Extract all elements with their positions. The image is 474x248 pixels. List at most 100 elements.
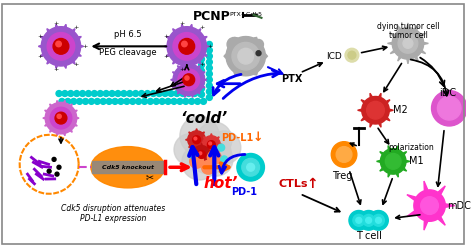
Circle shape: [136, 98, 142, 104]
Circle shape: [421, 197, 438, 215]
Polygon shape: [43, 100, 79, 136]
Circle shape: [207, 53, 212, 59]
Circle shape: [199, 38, 204, 44]
Circle shape: [256, 51, 261, 56]
Circle shape: [336, 147, 352, 162]
Circle shape: [199, 44, 204, 50]
Polygon shape: [171, 62, 207, 97]
Circle shape: [106, 98, 112, 104]
Circle shape: [182, 41, 187, 47]
Circle shape: [77, 98, 82, 104]
Circle shape: [174, 134, 205, 165]
Text: PD-L1: PD-L1: [221, 133, 254, 143]
Circle shape: [186, 91, 191, 96]
Circle shape: [348, 51, 356, 59]
Polygon shape: [164, 24, 210, 68]
Text: M2: M2: [393, 105, 408, 115]
Text: PTX+Cdk5: PTX+Cdk5: [229, 12, 262, 17]
Text: mDC: mDC: [447, 201, 471, 211]
Circle shape: [183, 98, 189, 104]
Polygon shape: [185, 129, 208, 151]
Circle shape: [180, 116, 219, 155]
Circle shape: [68, 91, 74, 96]
Text: PTX: PTX: [281, 74, 302, 84]
Circle shape: [363, 215, 374, 226]
Circle shape: [159, 98, 165, 104]
Circle shape: [199, 68, 204, 74]
Circle shape: [91, 91, 97, 96]
Circle shape: [56, 91, 62, 96]
Circle shape: [55, 172, 59, 176]
Circle shape: [82, 98, 89, 104]
Text: polarization: polarization: [388, 143, 434, 152]
Circle shape: [369, 211, 388, 230]
Circle shape: [199, 86, 204, 92]
Circle shape: [191, 91, 198, 96]
Text: ‘cold’: ‘cold’: [180, 111, 227, 125]
Text: PD-L1 expression: PD-L1 expression: [80, 214, 146, 223]
Circle shape: [194, 137, 197, 140]
Text: ↓: ↓: [252, 131, 263, 144]
Circle shape: [431, 91, 467, 126]
Circle shape: [142, 98, 147, 104]
Circle shape: [218, 144, 225, 151]
Circle shape: [103, 91, 109, 96]
Circle shape: [97, 91, 103, 96]
Circle shape: [199, 74, 204, 80]
Circle shape: [80, 91, 85, 96]
Circle shape: [85, 91, 91, 96]
Circle shape: [55, 112, 67, 124]
Circle shape: [156, 91, 162, 96]
Text: Cdk5 knockout: Cdk5 knockout: [102, 165, 154, 170]
Circle shape: [198, 151, 205, 158]
Circle shape: [207, 83, 212, 89]
Circle shape: [385, 154, 401, 169]
Circle shape: [207, 77, 212, 83]
Circle shape: [178, 69, 200, 91]
Circle shape: [57, 114, 61, 118]
Circle shape: [121, 91, 127, 96]
Circle shape: [182, 145, 217, 180]
Circle shape: [50, 107, 72, 129]
Text: hot’: hot’: [204, 177, 238, 191]
Circle shape: [124, 98, 130, 104]
Circle shape: [115, 91, 121, 96]
Circle shape: [199, 80, 204, 86]
Text: +: +: [199, 62, 204, 67]
Text: ICD: ICD: [326, 52, 342, 61]
Circle shape: [192, 136, 201, 144]
Circle shape: [183, 74, 195, 86]
Circle shape: [207, 65, 212, 71]
Circle shape: [174, 91, 180, 96]
Circle shape: [375, 217, 382, 223]
Circle shape: [47, 169, 51, 173]
Text: Cdk5 disruption attenuates: Cdk5 disruption attenuates: [61, 204, 165, 213]
Circle shape: [56, 41, 61, 47]
Circle shape: [118, 98, 124, 104]
Polygon shape: [357, 93, 393, 127]
Text: +: +: [82, 44, 87, 49]
Circle shape: [201, 98, 207, 104]
Circle shape: [177, 98, 183, 104]
Text: pH 6.5: pH 6.5: [114, 31, 142, 39]
Circle shape: [247, 163, 255, 171]
Circle shape: [199, 92, 204, 97]
Circle shape: [188, 131, 231, 174]
Circle shape: [373, 215, 384, 226]
Polygon shape: [376, 146, 410, 177]
Circle shape: [189, 98, 195, 104]
Circle shape: [47, 32, 75, 60]
FancyArrowPatch shape: [420, 58, 445, 86]
Circle shape: [147, 98, 154, 104]
FancyArrowPatch shape: [219, 155, 245, 173]
Circle shape: [199, 62, 204, 68]
Text: +: +: [208, 44, 213, 49]
Text: Treg: Treg: [332, 171, 352, 181]
Text: PD-1: PD-1: [231, 187, 257, 197]
Circle shape: [62, 91, 68, 96]
Circle shape: [207, 47, 212, 53]
Circle shape: [100, 98, 106, 104]
Circle shape: [237, 154, 264, 181]
Circle shape: [57, 165, 61, 169]
Circle shape: [112, 98, 118, 104]
